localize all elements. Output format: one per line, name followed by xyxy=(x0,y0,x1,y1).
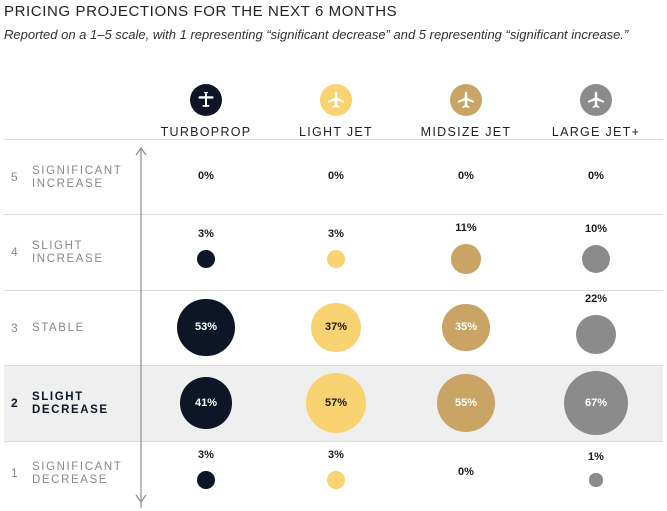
bubble-turboprop-scale-4 xyxy=(196,249,216,269)
bubble-turboprop-scale-3: 53% xyxy=(177,298,235,357)
chart-title: PRICING PROJECTIONS FOR THE NEXT 6 MONTH… xyxy=(4,3,398,20)
column-header-midsize-jet: MIDSIZE JET xyxy=(401,84,531,139)
column-header-light-jet: LIGHT JET xyxy=(271,84,401,139)
chart-subtitle: Reported on a 1–5 scale, with 1 represen… xyxy=(4,27,629,42)
value-label-turboprop-scale-4: 3% xyxy=(198,227,214,240)
scale-label: SIGNIFICANT INCREASE xyxy=(32,165,122,191)
value-label-large-jet-scale-1: 1% xyxy=(588,451,604,464)
scale-label: SLIGHT INCREASE xyxy=(32,240,104,266)
scale-number: 3 xyxy=(11,320,18,335)
scale-row-1: 1 SIGNIFICANT DECREASE xyxy=(4,441,663,506)
value-label-midsize-jet-scale-4: 11% xyxy=(455,222,477,235)
scale-number: 5 xyxy=(11,169,18,184)
bubble-midsize-jet-scale-2: 55% xyxy=(436,373,496,433)
value-label-light-jet-scale-4: 3% xyxy=(328,227,344,240)
value-label-turboprop-scale-1: 3% xyxy=(198,448,214,461)
scale-label-line: SLIGHT xyxy=(32,391,84,403)
large-jet-plane-icon xyxy=(580,84,612,116)
turboprop-plane-icon xyxy=(190,84,222,116)
bubble-turboprop-scale-2: 41% xyxy=(180,377,232,429)
bubble-midsize-jet-scale-4 xyxy=(451,244,481,274)
column-label: TURBOPROP xyxy=(160,125,252,139)
scale-number: 4 xyxy=(11,245,18,259)
scale-label-line: SLIGHT xyxy=(32,240,84,252)
bubble-large-jet-scale-3 xyxy=(576,314,616,355)
scale-label-line: SIGNIFICANT xyxy=(32,164,123,177)
scale-row-3: 3 STABLE xyxy=(4,290,663,366)
column-header-large-jet: LARGE JET+ xyxy=(531,84,661,139)
bubble-large-jet-scale-2: 67% xyxy=(564,371,628,435)
bubble-light-jet-scale-2: 57% xyxy=(306,373,366,433)
bubble-light-jet-scale-4 xyxy=(326,249,346,269)
scale-row-4: 4 SLIGHT INCREASE xyxy=(4,214,663,291)
scale-label-line: STABLE xyxy=(32,322,85,334)
bubble-large-jet-scale-4 xyxy=(581,244,611,274)
column-label: MIDSIZE JET xyxy=(420,125,512,139)
bubble-light-jet-scale-1 xyxy=(326,470,346,490)
bubble-midsize-jet-scale-3: 35% xyxy=(442,303,490,352)
scale-label-line: INCREASE xyxy=(32,177,104,190)
value-label-large-jet-scale-4: 10% xyxy=(584,222,608,235)
scale-label-line: DECREASE xyxy=(32,404,109,416)
scale-row-5: 5 SIGNIFICANT INCREASE xyxy=(4,139,663,215)
scale-label: SLIGHT DECREASE xyxy=(32,391,109,417)
value-label-midsize-jet-scale-1: 0% xyxy=(458,466,474,478)
scale-number: 2 xyxy=(11,396,18,410)
value-label-large-jet-scale-3: 22% xyxy=(584,292,608,305)
column-label: LARGE JET+ xyxy=(551,125,641,139)
value-label-midsize-jet-scale-5: 0% xyxy=(458,169,474,182)
scale-label: SIGNIFICANT DECREASE xyxy=(32,461,122,487)
column-label: LIGHT JET xyxy=(299,125,373,139)
scale-label-line: DECREASE xyxy=(32,474,109,486)
bubble-turboprop-scale-1 xyxy=(196,470,216,490)
scale-label-line: INCREASE xyxy=(32,253,104,265)
scale-label: STABLE xyxy=(32,322,85,335)
scale-label-line: SIGNIFICANT xyxy=(32,461,123,473)
value-label-light-jet-scale-1: 3% xyxy=(328,448,344,461)
value-label-light-jet-scale-5: 0% xyxy=(328,169,344,182)
midsize-jet-plane-icon xyxy=(450,84,482,116)
column-header-turboprop: TURBOPROP xyxy=(141,84,271,139)
light-jet-plane-icon xyxy=(320,84,352,116)
bubble-large-jet-scale-1 xyxy=(589,473,603,487)
value-label-turboprop-scale-5: 0% xyxy=(198,169,214,182)
scale-axis xyxy=(135,146,147,508)
bubble-light-jet-scale-3: 37% xyxy=(311,302,361,353)
value-label-large-jet-scale-5: 0% xyxy=(588,169,604,182)
scale-number: 1 xyxy=(11,466,18,480)
